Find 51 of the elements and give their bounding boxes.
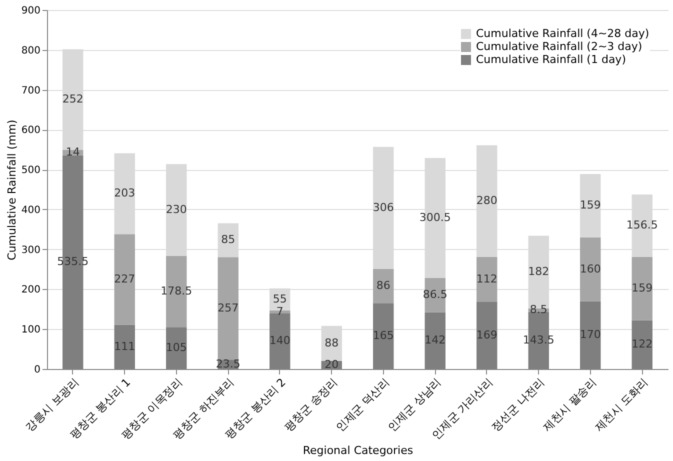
- data-label: 140: [269, 334, 290, 348]
- data-label: 88: [324, 336, 339, 350]
- data-label: 14: [66, 146, 80, 159]
- legend-label: Cumulative Rainfall (2~3 day): [476, 40, 642, 53]
- data-label: 111: [114, 340, 136, 353]
- data-label: 122: [632, 338, 653, 351]
- data-label: 20: [324, 358, 339, 372]
- data-label: 142: [424, 334, 446, 347]
- y-tick-label: 700: [21, 85, 40, 96]
- y-tick-label: 900: [21, 6, 40, 16]
- y-tick-label: 800: [21, 45, 40, 56]
- bar: [114, 234, 135, 325]
- data-label: 105: [166, 341, 187, 354]
- data-label: 86: [376, 279, 390, 292]
- bar: [632, 256, 652, 320]
- data-label: 159: [632, 282, 653, 295]
- data-label: 8.5: [530, 303, 548, 316]
- data-label: 230: [166, 203, 187, 216]
- legend-label: Cumulative Rainfall (1 day): [476, 53, 626, 66]
- data-label: 159: [580, 198, 601, 212]
- data-label: 203: [114, 186, 136, 200]
- data-label: 169: [476, 328, 498, 342]
- data-label: 280: [476, 194, 498, 208]
- data-label: 178.5: [160, 284, 192, 298]
- legend-label: Cumulative Rainfall (4~28 day): [476, 27, 650, 40]
- data-label: 165: [372, 329, 394, 342]
- y-tick-label: 200: [21, 284, 40, 296]
- data-label: 112: [476, 272, 498, 286]
- y-tick-label: 600: [21, 125, 40, 136]
- y-tick-label: 300: [21, 244, 40, 256]
- y-tick-label: 400: [21, 204, 40, 216]
- data-label: 170: [580, 328, 601, 342]
- data-label: 85: [221, 233, 236, 246]
- data-label: 252: [62, 92, 84, 106]
- bar: [580, 237, 601, 302]
- data-label: 55: [272, 292, 287, 306]
- bar: [476, 256, 498, 302]
- data-label: 227: [114, 272, 136, 286]
- bar: [218, 257, 238, 360]
- x-axis-title: Regional Categories: [302, 444, 414, 458]
- y-tick-label: 0: [34, 364, 40, 376]
- y-tick-label: 500: [21, 165, 40, 176]
- data-label: 257: [218, 301, 239, 314]
- data-label: 156.5: [626, 218, 658, 232]
- data-label: 7: [276, 304, 284, 318]
- y-axis-title: Cumulative Rainfall (mm): [5, 120, 18, 260]
- data-label: 160: [580, 262, 601, 276]
- data-label: 182: [528, 265, 550, 278]
- data-label: 300.5: [419, 210, 451, 224]
- y-tick-label: 100: [21, 324, 40, 336]
- data-label: 306: [372, 200, 394, 214]
